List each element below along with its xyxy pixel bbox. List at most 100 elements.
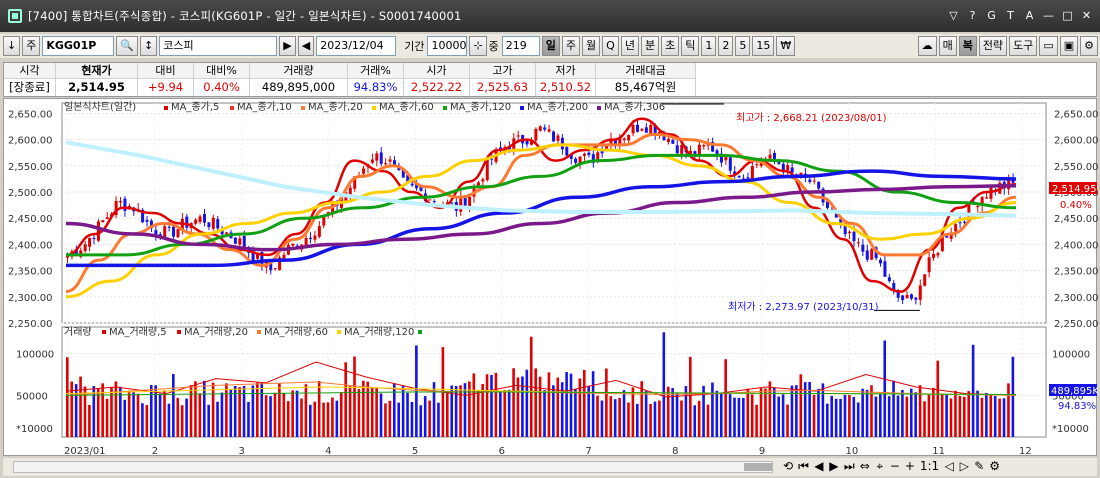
market-button[interactable]: 주 <box>22 36 41 56</box>
fit-icon[interactable]: ⇔ <box>859 459 870 473</box>
interval-tick[interactable]: 틱 <box>681 36 700 56</box>
currency-button[interactable]: ₩ <box>776 36 796 56</box>
volume-bar <box>309 404 312 437</box>
candle-body <box>781 163 785 173</box>
zoom-icon[interactable]: ⊹ <box>469 36 487 56</box>
first-icon[interactable]: ⏮ <box>798 459 809 473</box>
edit-icon[interactable]: ✎ <box>974 459 985 473</box>
save-icon[interactable]: ▣ <box>1059 36 1079 56</box>
g-icon[interactable]: G <box>987 9 996 22</box>
volume-bar <box>264 395 268 437</box>
interval-year[interactable]: 년 <box>620 36 639 56</box>
zoom-input[interactable]: 219 <box>501 36 540 56</box>
prev-page-icon[interactable]: ◀ <box>814 459 824 473</box>
next-icon[interactable]: ▶ <box>279 36 296 56</box>
volume-bar <box>821 383 825 437</box>
multi-button[interactable]: 복 <box>958 36 977 56</box>
maximize-button[interactable]: □ <box>1062 9 1073 22</box>
next-page-icon[interactable]: ▶ <box>829 459 839 473</box>
crosshair-icon[interactable]: ⌖ <box>876 459 884 473</box>
interval-15[interactable]: 15 <box>752 36 775 56</box>
t-icon[interactable]: T <box>1007 9 1014 22</box>
volume-bar <box>167 403 171 437</box>
single-button[interactable]: 매 <box>938 36 957 56</box>
volume-bar <box>918 385 922 437</box>
last-icon[interactable]: ⏭ <box>843 459 855 473</box>
code-input[interactable]: KGG01P <box>42 36 115 56</box>
cloud-icon[interactable]: ☁ <box>917 36 937 56</box>
volume-bar <box>423 396 427 437</box>
volume-bar <box>194 381 197 437</box>
scroll-right-icon[interactable]: ▷ <box>959 459 969 473</box>
interval-quarter[interactable]: Q <box>602 36 619 56</box>
price-volume-chart[interactable]: 2,250.00 2,250.00 2,300.00 2,300.00 2,350.00… <box>4 99 1099 457</box>
settings-icon[interactable]: ⚙ <box>1080 36 1098 56</box>
dropdown-icon[interactable]: ▽ <box>949 9 958 22</box>
folder-icon[interactable]: ▭ <box>1039 36 1058 56</box>
volume-bar <box>454 386 458 437</box>
config-icon[interactable]: ⚙ <box>989 459 1001 473</box>
zoom-label: 중 <box>488 40 499 53</box>
date-input[interactable]: 2023/12/04 <box>316 36 397 56</box>
search-icon[interactable]: 🔍 <box>116 36 139 56</box>
volume-bar <box>631 387 635 437</box>
volume-bar <box>88 404 91 437</box>
chart-area[interactable]: 2,250.00 2,250.00 2,300.00 2,300.00 2,350.00… <box>3 98 1099 457</box>
interval-1[interactable]: 1 <box>701 36 717 56</box>
scrollbar-thumb[interactable] <box>744 463 772 471</box>
candle-body <box>702 145 706 147</box>
candle-body <box>865 250 869 260</box>
interval-second[interactable]: 초 <box>661 36 680 56</box>
volume-bar <box>362 380 365 437</box>
ratio-icon[interactable]: 1:1 <box>919 459 940 473</box>
help-icon[interactable]: ? <box>969 9 976 22</box>
period-input[interactable]: 10000 <box>427 36 468 56</box>
sort-icon[interactable]: ↕ <box>140 36 158 56</box>
strategy-button[interactable]: 전략 <box>978 36 1008 56</box>
horizontal-scrollbar[interactable] <box>13 461 773 473</box>
quote-table: 시각 [장종료] 현재가 2,514.95 대비 +9.94 대비% 0.40%… <box>3 62 1097 97</box>
candle-body <box>985 197 989 199</box>
interval-minute[interactable]: 분 <box>640 36 660 56</box>
interval-5[interactable]: 5 <box>735 36 751 56</box>
volume-bar <box>808 381 811 437</box>
interval-week[interactable]: 주 <box>561 36 581 56</box>
volume-bar <box>278 383 281 437</box>
volume-bar <box>397 402 400 437</box>
scroll-left-icon[interactable]: ◁ <box>944 459 954 473</box>
tools-button[interactable]: 도구 <box>1009 36 1038 56</box>
candle-body <box>565 146 569 156</box>
candle-body <box>468 197 472 208</box>
candle-body <box>746 177 750 179</box>
volume-bar <box>238 387 241 437</box>
down-arrow-icon[interactable]: ↓ <box>3 36 21 56</box>
volume-bar <box>512 368 515 437</box>
volume-bar <box>499 391 502 437</box>
volume-bar <box>123 399 127 437</box>
low-annotation: 최저가 : 2,273.97 (2023/10/31) <box>728 301 879 313</box>
candle-body <box>556 135 560 141</box>
volume-bar <box>136 393 140 437</box>
reset-icon[interactable]: ⟲ <box>783 459 794 473</box>
minus-icon[interactable]: − <box>889 459 900 473</box>
candle-body <box>927 257 931 273</box>
interval-2[interactable]: 2 <box>718 36 734 56</box>
close-button[interactable]: ✕ <box>1081 9 1092 22</box>
candle-body <box>834 211 838 218</box>
candle-body <box>613 140 617 144</box>
candle-body <box>768 154 772 159</box>
candle-body <box>278 257 282 271</box>
interval-month[interactable]: 월 <box>582 36 601 56</box>
minimize-button[interactable]: — <box>1043 9 1054 22</box>
price-tick-left: 2,600.00 <box>8 136 53 147</box>
plus-icon[interactable]: + <box>904 459 915 473</box>
candle-body <box>649 124 653 135</box>
prev-icon[interactable]: ◀ <box>297 36 315 56</box>
name-input[interactable]: 코스피 <box>159 36 278 56</box>
candle-body <box>666 138 670 143</box>
font-icon[interactable]: A <box>1025 9 1034 22</box>
interval-day[interactable]: 일 <box>541 36 560 56</box>
volume-bar <box>388 400 392 437</box>
candle-body <box>733 171 737 176</box>
candle-body <box>216 219 220 229</box>
